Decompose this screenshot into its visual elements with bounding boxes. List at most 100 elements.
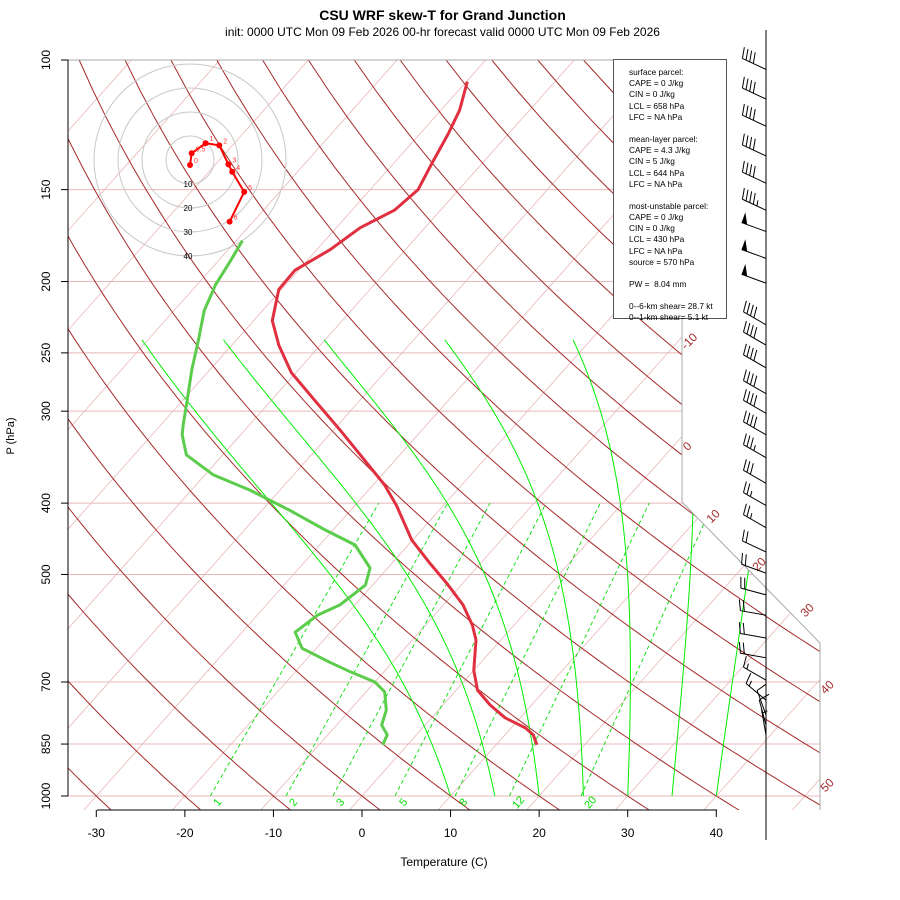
wind-barb-flag	[746, 505, 751, 517]
wind-barb-flag	[749, 463, 754, 475]
mixing-ratio-line	[508, 502, 650, 797]
wind-barb-pennant	[741, 212, 748, 225]
wind-barb-flag	[749, 324, 754, 337]
wind-barb-shaft	[743, 311, 767, 326]
wind-barb	[738, 641, 767, 659]
dry-adiabat-line	[287, 60, 820, 810]
wind-barb-flag	[742, 433, 747, 445]
wind-barb-flag	[741, 160, 745, 173]
wind-barb-flag	[745, 135, 749, 147]
wind-barb-flag	[746, 345, 751, 357]
moist-adiabat-line	[444, 339, 584, 796]
wind-barb	[742, 410, 767, 436]
y-tick-label: 400	[39, 493, 53, 513]
info-line: LCL = 430 hPa	[629, 234, 685, 245]
wind-barb	[741, 212, 767, 232]
info-line: PW = 8.04 mm	[629, 279, 687, 289]
wind-barb-flag	[741, 187, 745, 200]
wind-barb-flag	[745, 531, 749, 543]
wind-barb-flag	[749, 373, 754, 385]
wind-barb-flag	[746, 302, 751, 314]
wind-barb-shaft	[740, 632, 767, 639]
wind-barb-flag	[752, 52, 756, 64]
wind-barb	[742, 320, 767, 346]
mixing-ratio-line	[285, 502, 448, 797]
info-line	[629, 190, 726, 201]
y-tick-label: 500	[39, 564, 53, 584]
wind-barb	[760, 709, 768, 735]
x-tick-label: 20	[532, 826, 546, 840]
isotherm-line	[170, 60, 820, 810]
y-tick-label: 1000	[39, 782, 53, 809]
dry-adiabat-line	[68, 60, 203, 810]
wind-barb-shaft	[742, 540, 767, 553]
hodograph-point-label: 0	[194, 158, 198, 165]
hodograph-point-label: 5	[248, 185, 252, 192]
wind-barb-flag	[746, 412, 751, 424]
wind-barb-flag	[753, 375, 758, 387]
wind-barb-flag	[749, 136, 753, 149]
wind-barb-shaft	[743, 331, 767, 346]
wind-barb	[742, 369, 767, 395]
hodograph-ring-label: 40	[184, 252, 193, 261]
wind-barb	[741, 133, 767, 157]
wind-barb-flag	[742, 369, 747, 381]
wind-barb-flag	[742, 459, 747, 471]
x-axis-label: Temperature (C)	[400, 855, 487, 869]
wind-barb	[742, 300, 767, 326]
wind-barb	[741, 47, 767, 70]
info-line: LCL = 658 hPa	[629, 100, 685, 111]
wind-barb-flag	[752, 165, 756, 178]
wind-barb	[741, 103, 767, 127]
wind-barb-flag	[741, 529, 745, 542]
dry-adiabat-line	[242, 60, 820, 810]
isotherm-line	[68, 60, 339, 810]
mixing-ratio-line	[209, 502, 380, 797]
dry-adiabat-line	[376, 60, 820, 810]
wind-barb-shaft	[740, 587, 767, 596]
wind-barb-flag	[753, 395, 758, 407]
info-line: mean-layer parcel:	[629, 133, 698, 144]
wind-barb-half-flag	[748, 680, 752, 687]
wind-barb-flag	[738, 641, 741, 654]
isotherm-line	[68, 60, 162, 810]
wind-barb-flag	[741, 76, 745, 89]
dry-adiabat-line	[68, 60, 562, 810]
hodograph-point-label: 1	[210, 136, 214, 143]
wind-barb-flag	[749, 164, 753, 176]
isotherm-line	[613, 60, 820, 810]
y-tick-label: 150	[39, 179, 53, 199]
info-line: CAPE = 0 J/kg	[629, 78, 684, 89]
dry-adiabat-line	[198, 60, 820, 810]
info-line: CIN = 0 J/kg	[629, 89, 675, 100]
wind-barb-shaft	[742, 171, 767, 184]
wind-barb-shaft	[743, 421, 767, 436]
y-tick-label: 700	[39, 672, 53, 692]
wind-barb-flag	[759, 693, 770, 701]
wind-barb-flag	[742, 642, 745, 655]
wind-barb-flag	[741, 552, 744, 565]
wind-barb-shaft	[743, 666, 767, 681]
wind-barb-shaft	[743, 354, 767, 369]
wind-barb-flag	[746, 322, 751, 335]
wind-barb-flag	[745, 189, 749, 202]
mixing-ratio-label: 1	[211, 796, 224, 808]
info-line: source = 570 hPa	[629, 256, 695, 267]
hodograph-ring	[117, 87, 263, 233]
wind-barb-flag	[741, 133, 745, 146]
info-line: surface parcel:	[629, 67, 684, 77]
info-line: most-unstable parcel:	[629, 200, 709, 211]
isotherm-line	[68, 60, 605, 810]
wind-barb-shaft	[743, 444, 767, 459]
wind-barb-flag	[742, 300, 747, 312]
wind-barb-flag	[752, 81, 756, 94]
info-line: LFC = NA hPa	[629, 245, 683, 256]
wind-barb-half-flag	[749, 513, 753, 519]
hodograph-ring	[93, 63, 287, 257]
info-line: LFC = NA hPa	[629, 111, 683, 122]
wind-barb-shaft	[743, 514, 767, 529]
x-tick-label: -30	[88, 826, 106, 840]
wind-barb-flag	[745, 162, 749, 174]
dry-adiabat-line	[68, 60, 652, 810]
